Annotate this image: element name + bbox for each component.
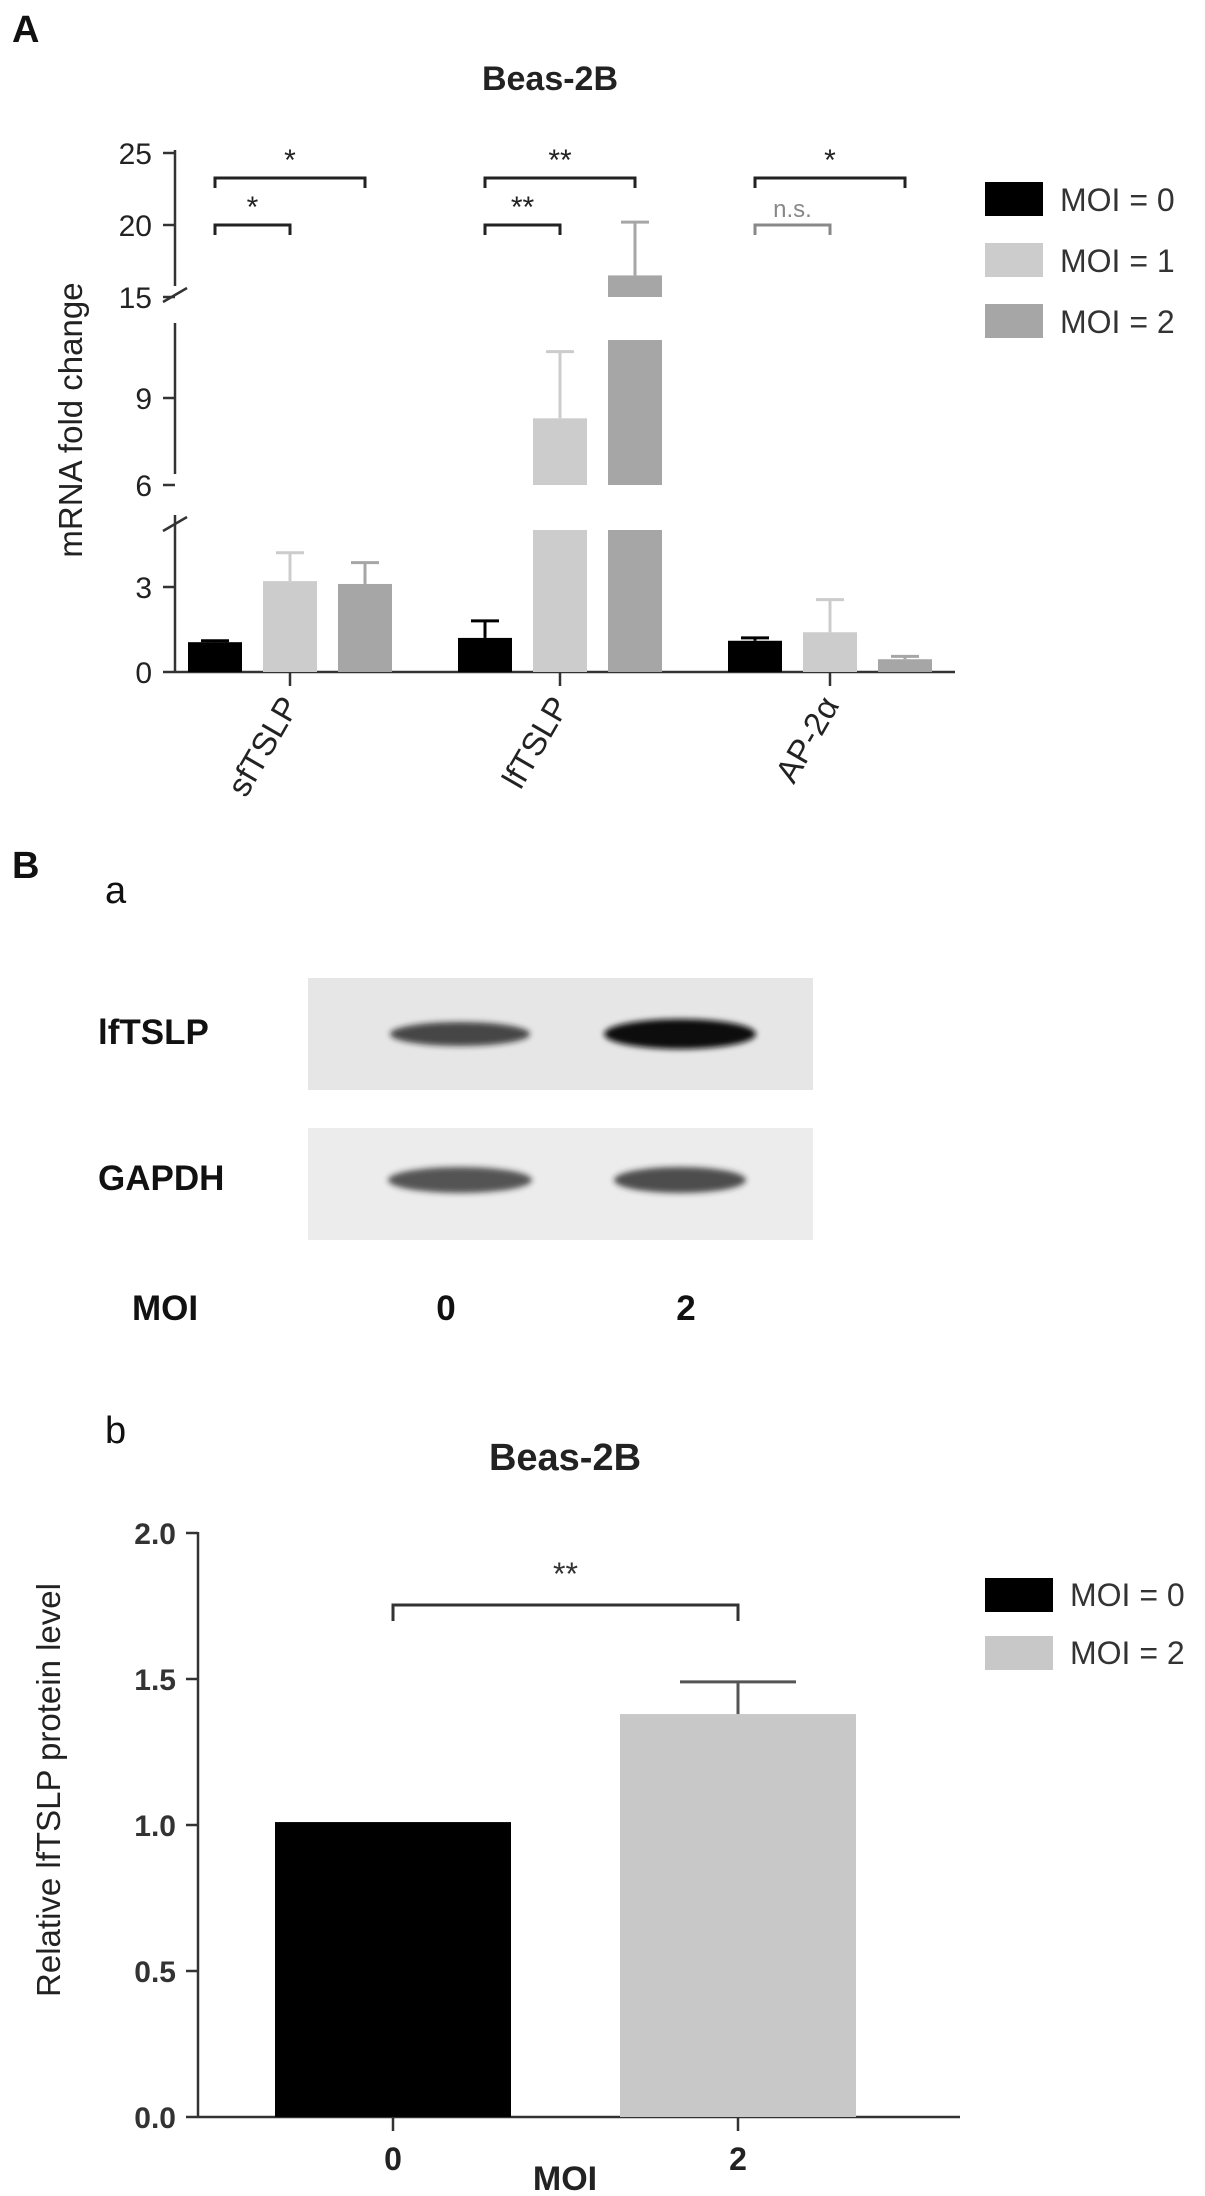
y-tick-label: 25 xyxy=(119,138,152,171)
chart-b-title: Beas-2B xyxy=(489,1437,641,1479)
y-tick-label: 2.0 xyxy=(134,1518,176,1551)
chart-a-ylabel: mRNA fold change xyxy=(52,282,89,557)
legend-label: MOI = 2 xyxy=(1060,304,1175,340)
blot-band-lftslp-moi-2 xyxy=(604,1019,756,1049)
blot-band-lftslp-moi-0 xyxy=(390,1022,530,1046)
x-tick-label: 0 xyxy=(384,2141,402,2177)
bar-segment xyxy=(533,418,587,485)
chart-b-xlabel: MOI xyxy=(533,2160,597,2196)
legend-swatch-moi-2 xyxy=(985,304,1043,338)
bar xyxy=(263,581,317,672)
y-tick-label: 20 xyxy=(119,210,152,243)
significance-bracket xyxy=(213,223,292,235)
chart-b-ytick-labels: 0.0 0.5 1.0 1.5 2.0 xyxy=(134,1518,176,2135)
panel-b-a: B a lfTSLP GAPDH MOI 0 2 xyxy=(12,845,813,1328)
y-tick-label: 15 xyxy=(119,282,152,315)
y-tick-label: 9 xyxy=(135,383,152,416)
bar-segment xyxy=(608,275,662,297)
blot-lane-label: 0 xyxy=(436,1289,455,1328)
legend-label: MOI = 2 xyxy=(1070,1635,1185,1671)
legend-swatch-moi-0 xyxy=(985,1578,1053,1612)
bar xyxy=(188,642,242,672)
significance-label: ** xyxy=(548,144,572,177)
bar xyxy=(458,637,512,672)
x-tick-label: sfTSLP xyxy=(220,690,306,802)
chart-a-title: Beas-2B xyxy=(482,60,618,98)
y-tick-label: 1.5 xyxy=(134,1664,176,1697)
blot-row-label-lftslp: lfTSLP xyxy=(98,1013,209,1052)
subpanel-label-b: b xyxy=(105,1410,126,1452)
bar xyxy=(728,640,782,672)
y-tick-label: 0.5 xyxy=(134,1956,176,1989)
chart-b-legend: MOI = 0 MOI = 2 xyxy=(985,1577,1185,1671)
bar xyxy=(803,632,857,672)
legend-swatch-moi-0 xyxy=(985,182,1043,216)
blot-lane-header: MOI xyxy=(132,1289,198,1328)
axis-break-mark-lower xyxy=(162,515,188,533)
significance-label: * xyxy=(247,191,259,224)
significance-label: ** xyxy=(553,1556,578,1592)
legend-swatch-moi-2 xyxy=(985,1636,1053,1670)
axis-break-mark-upper xyxy=(162,286,188,304)
chart-b-xtick-labels: 0 2 xyxy=(384,2141,747,2177)
significance-bracket xyxy=(391,1603,740,1621)
bar xyxy=(338,583,392,672)
chart-b-marks: ** xyxy=(275,1556,856,2117)
bar-segment xyxy=(608,530,662,672)
legend-label: MOI = 1 xyxy=(1060,243,1175,279)
y-tick-label: 0 xyxy=(135,657,152,690)
panel-a: A Beas-2B mRNA fold change 0 3 6 9 xyxy=(12,9,1175,802)
panel-label-a: A xyxy=(12,9,39,51)
significance-bracket xyxy=(753,223,832,235)
significance-bracket xyxy=(483,223,562,235)
panel-label-b: B xyxy=(12,845,39,887)
chart-a-marks: ******n.s.* xyxy=(188,144,932,672)
blot-lane-label: 2 xyxy=(676,1289,695,1328)
x-tick-label: AP-2α xyxy=(768,690,846,789)
subpanel-label-a: a xyxy=(105,870,127,912)
x-tick-label: lfTSLP xyxy=(494,690,576,794)
blot-band-gapdh-moi-0 xyxy=(388,1167,532,1193)
y-tick-label: 3 xyxy=(135,572,152,605)
chart-a-ytick-labels: 0 3 6 9 15 20 25 xyxy=(119,138,152,690)
bar xyxy=(620,1714,856,2117)
bar-segment xyxy=(533,530,587,672)
significance-label: * xyxy=(284,144,296,177)
significance-label: ** xyxy=(511,191,535,224)
bar-segment xyxy=(608,340,662,485)
significance-bracket xyxy=(753,176,907,188)
y-tick-label: 1.0 xyxy=(134,1810,176,1843)
chart-a-legend: MOI = 0 MOI = 1 MOI = 2 xyxy=(985,182,1175,340)
x-tick-label: 2 xyxy=(729,2141,747,2177)
significance-label: * xyxy=(824,144,836,177)
significance-bracket xyxy=(483,176,637,188)
chart-b-ylabel: Relative lfTSLP protein level xyxy=(30,1583,67,1997)
legend-label: MOI = 0 xyxy=(1060,182,1175,218)
significance-bracket xyxy=(213,176,367,188)
bar xyxy=(878,659,932,672)
blot-row-label-gapdh: GAPDH xyxy=(98,1159,224,1198)
legend-label: MOI = 0 xyxy=(1070,1577,1185,1613)
y-tick-label: 0.0 xyxy=(134,2102,176,2135)
legend-swatch-moi-1 xyxy=(985,243,1043,277)
chart-a-xtick-labels: sfTSLP lfTSLP AP-2α xyxy=(220,690,846,802)
blot-band-gapdh-moi-2 xyxy=(614,1167,746,1193)
y-tick-label: 6 xyxy=(135,470,152,503)
panel-b-b: b Beas-2B Relative lfTSLP protein level … xyxy=(30,1410,1185,2196)
bar xyxy=(275,1822,511,2117)
significance-label: n.s. xyxy=(773,196,812,223)
